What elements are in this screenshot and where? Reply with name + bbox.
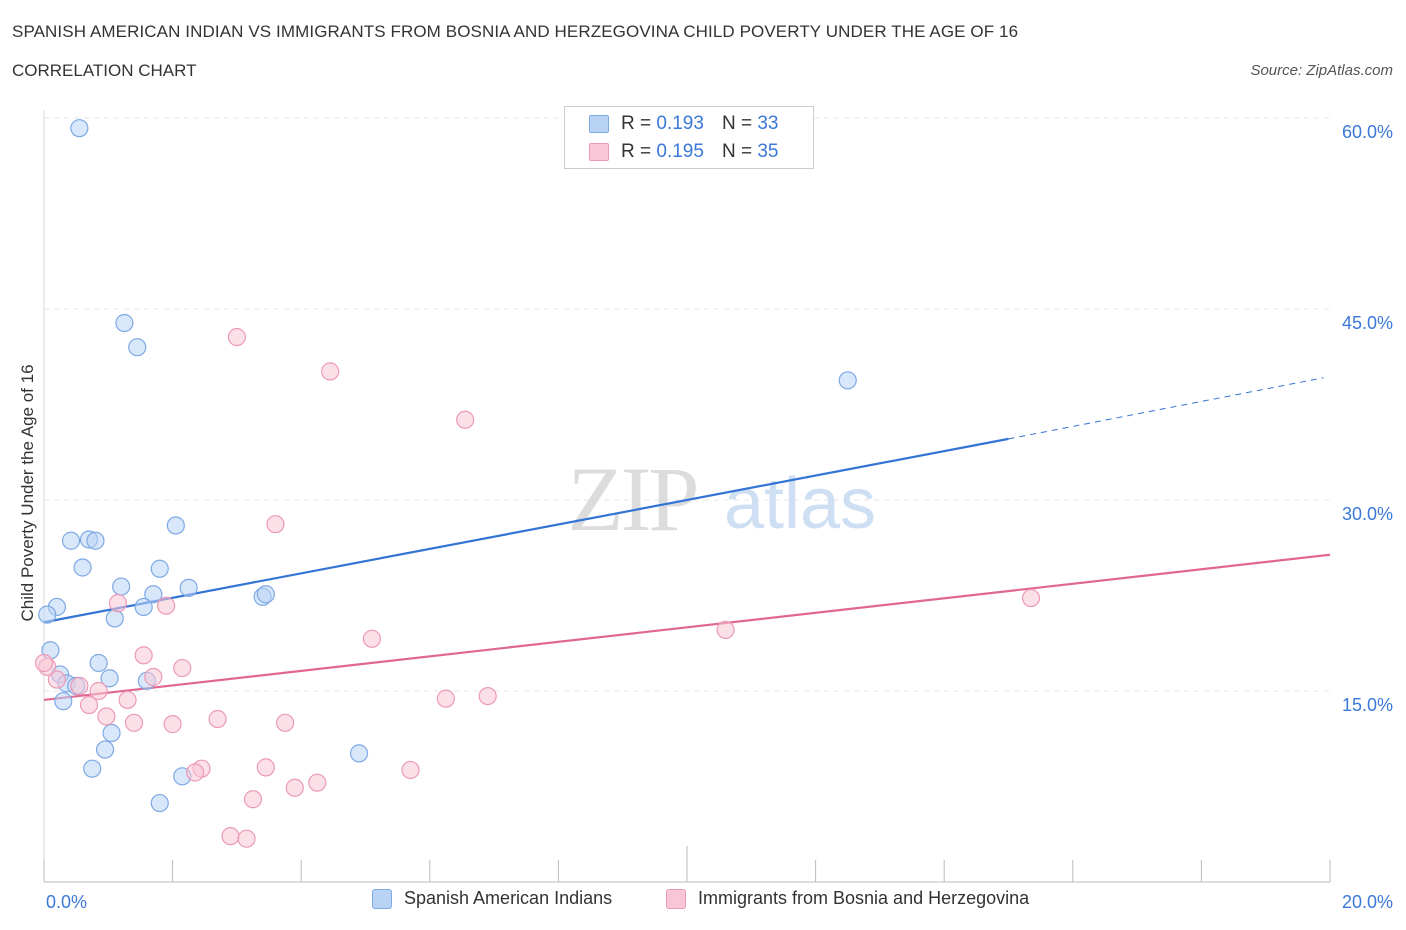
bottom-legend-label: Spanish American Indians (404, 888, 613, 908)
point-bosnia-immigrants (256, 758, 275, 777)
point-bosnia-immigrants (97, 707, 116, 726)
point-bosnia-immigrants (144, 667, 163, 687)
point-spanish-american-indians (83, 759, 102, 778)
point-bosnia-immigrants (237, 829, 256, 848)
point-bosnia-immigrants (134, 646, 153, 665)
point-bosnia-immigrants (70, 676, 89, 696)
watermark-atlas: atlas (724, 464, 876, 544)
legend-n-value: 35 (757, 141, 779, 162)
point-spanish-american-indians (38, 605, 57, 624)
chart-subtitle: CORRELATION CHART (12, 61, 197, 80)
legend-row-spanish-american-indians: R = 0.193 N = 33 (589, 112, 778, 136)
point-bosnia-immigrants (478, 686, 497, 706)
point-spanish-american-indians (73, 558, 92, 577)
trend-line-extension-spanish-american-indians (1008, 377, 1324, 440)
point-spanish-american-indians (150, 559, 169, 578)
point-spanish-american-indians (128, 338, 147, 357)
point-spanish-american-indians (838, 371, 857, 390)
legend-r-value: 0.193 (656, 113, 704, 134)
point-bosnia-immigrants (221, 827, 240, 846)
bottom-legend-swatch-blue (372, 888, 392, 909)
y-tick-label: 45.0% (1342, 313, 1393, 333)
bottom-legend-bosnia-immigrants: Immigrants from Bosnia and Herzegovina (666, 888, 1029, 909)
y-axis-label: Child Poverty Under the Age of 16 (18, 364, 37, 622)
point-spanish-american-indians (89, 653, 108, 673)
point-bosnia-immigrants (308, 773, 327, 792)
point-spanish-american-indians (179, 578, 198, 597)
point-bosnia-immigrants (285, 778, 304, 797)
point-spanish-american-indians (166, 516, 185, 535)
point-bosnia-immigrants (456, 410, 475, 429)
point-spanish-american-indians (349, 744, 369, 763)
source-label: Source: ZipAtlas.com (1250, 62, 1393, 79)
grid-lines (44, 117, 1330, 692)
point-bosnia-immigrants (362, 629, 382, 648)
legend-swatch-pink (589, 143, 609, 161)
point-bosnia-immigrants (124, 713, 144, 732)
y-tick-label: 15.0% (1342, 695, 1393, 715)
point-bosnia-immigrants (716, 620, 735, 639)
point-bosnia-immigrants (436, 689, 455, 708)
point-bosnia-immigrants (243, 790, 263, 809)
point-spanish-american-indians (105, 609, 124, 628)
legend-n-value: 33 (757, 113, 779, 134)
point-bosnia-immigrants (266, 515, 285, 534)
point-bosnia-immigrants (276, 713, 295, 732)
tick-labels: 15.0% 30.0% 45.0% 60.0% 0.0% 20.0% (46, 122, 1393, 912)
point-spanish-american-indians (115, 313, 134, 333)
point-bosnia-immigrants (321, 362, 340, 381)
point-spanish-american-indians (134, 597, 153, 617)
chart-title: SPANISH AMERICAN INDIAN VS IMMIGRANTS FR… (12, 22, 1019, 41)
x-tick-label: 0.0% (46, 892, 87, 912)
correlation-legend: R = 0.193 N = 33 R = 0.195 N = 35 (564, 106, 814, 169)
legend-r-label: R = (621, 113, 652, 134)
point-bosnia-immigrants (47, 670, 66, 689)
bottom-legend-swatch-pink (666, 888, 686, 909)
legend-r-label: R = (621, 141, 652, 162)
point-bosnia-immigrants (186, 763, 205, 782)
watermark-zip: ZIP (568, 448, 697, 550)
bottom-legend-label: Immigrants from Bosnia and Herzegovina (698, 888, 1030, 908)
point-spanish-american-indians (70, 119, 89, 138)
legend-r-value: 0.195 (656, 141, 704, 162)
point-bosnia-immigrants (1021, 588, 1041, 608)
point-bosnia-immigrants (208, 709, 227, 729)
point-spanish-american-indians (61, 531, 81, 550)
axes (43, 110, 1331, 883)
point-bosnia-immigrants (401, 760, 420, 780)
legend-n-label: N = (721, 141, 753, 162)
point-spanish-american-indians (95, 740, 115, 759)
point-spanish-american-indians (86, 531, 105, 550)
trend-line-spanish-american-indians (43, 437, 1009, 624)
point-bosnia-immigrants (89, 681, 108, 701)
data-points (34, 119, 1041, 848)
trend-line-bosnia-immigrants (43, 553, 1331, 702)
point-spanish-american-indians (100, 669, 119, 688)
bottom-legend-spanish-american-indians: Spanish American Indians (372, 888, 612, 909)
point-spanish-american-indians (144, 585, 163, 604)
x-tick-label: 20.0% (1342, 892, 1393, 912)
point-spanish-american-indians (112, 577, 131, 596)
legend-n-label: N = (721, 113, 753, 134)
point-bosnia-immigrants (163, 715, 182, 734)
point-bosnia-immigrants (157, 596, 176, 615)
point-spanish-american-indians (256, 585, 275, 604)
y-tick-label: 30.0% (1342, 504, 1393, 524)
legend-row-bosnia-immigrants: R = 0.195 N = 35 (589, 140, 778, 164)
point-bosnia-immigrants (173, 658, 192, 678)
trend-lines (43, 377, 1331, 702)
point-bosnia-immigrants (108, 594, 128, 613)
point-bosnia-immigrants (34, 653, 54, 673)
point-bosnia-immigrants (79, 695, 99, 715)
legend-swatch-blue (589, 115, 609, 133)
watermark: ZIP atlas (568, 448, 877, 550)
point-spanish-american-indians (150, 793, 169, 813)
point-spanish-american-indians (102, 723, 121, 743)
point-bosnia-immigrants (118, 690, 137, 710)
point-bosnia-immigrants (227, 327, 246, 347)
y-tick-label: 60.0% (1342, 122, 1393, 142)
point-spanish-american-indians (54, 692, 73, 711)
